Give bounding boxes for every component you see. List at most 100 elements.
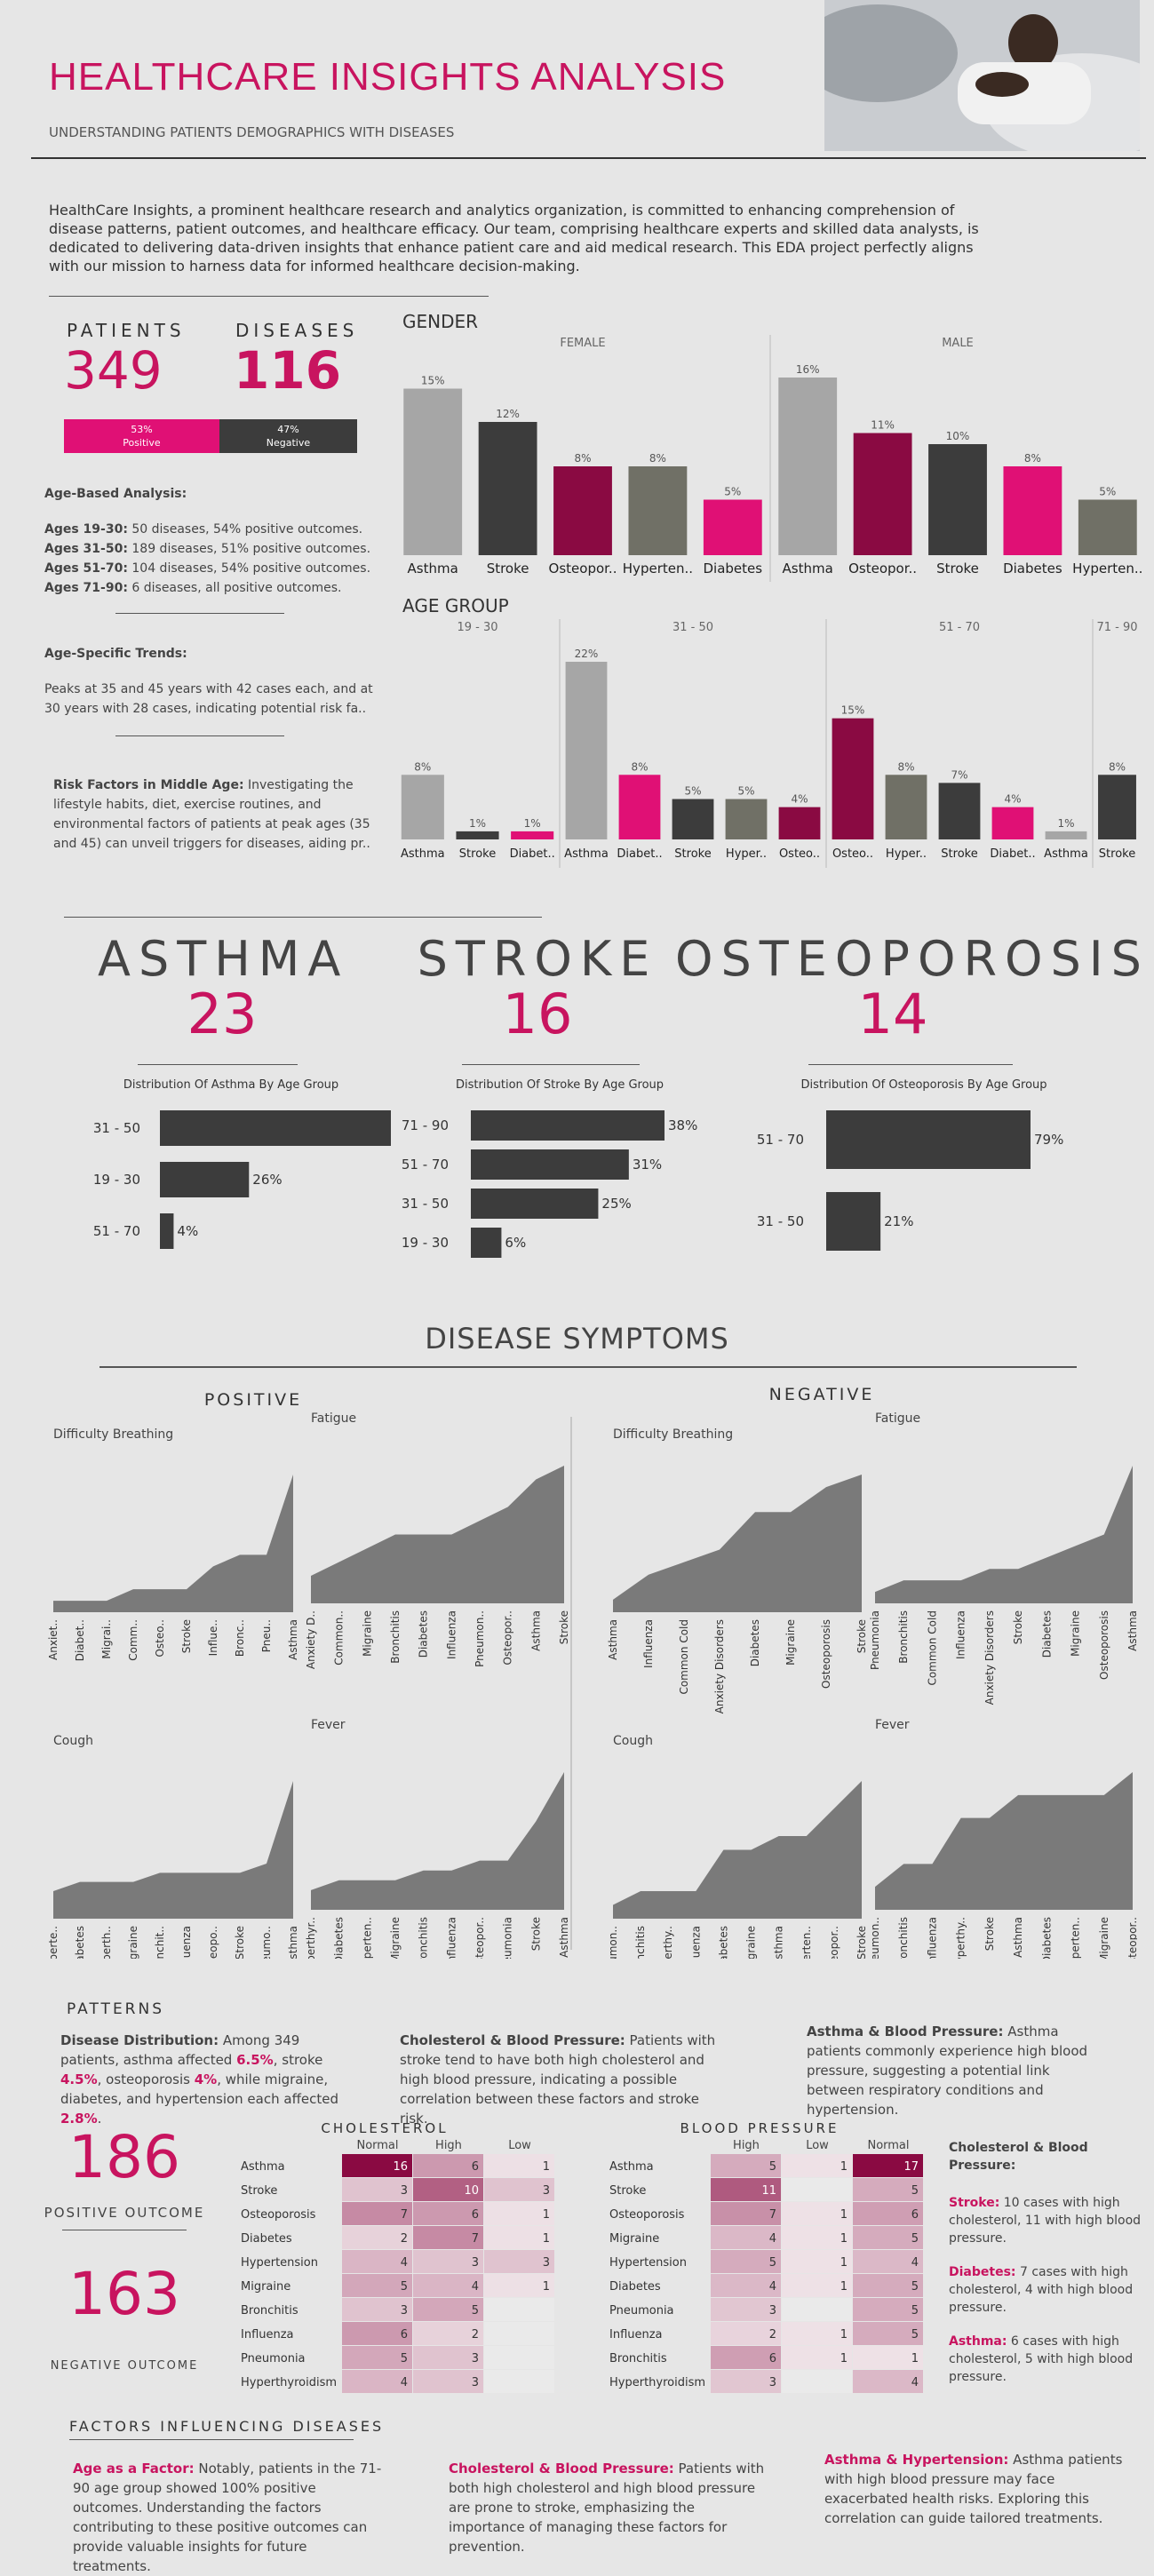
area-category: Asthma bbox=[287, 1926, 299, 1959]
bar-category: Hyper.. bbox=[886, 847, 927, 861]
area-category: Osteopor.. bbox=[474, 1917, 486, 1959]
area-chart-title: Cough bbox=[53, 1734, 93, 1748]
heatmap-value: 5 bbox=[911, 2304, 919, 2318]
area-category: Asthma bbox=[558, 1917, 570, 1958]
area-category: Migraine bbox=[784, 1619, 797, 1666]
patients-value: 349 bbox=[64, 340, 163, 401]
area-category: Influenza bbox=[445, 1610, 458, 1659]
bar-category: Stroke bbox=[941, 847, 977, 861]
factor-chol-bp: Cholesterol & Blood Pressure: Patients w… bbox=[449, 2461, 765, 2555]
heatmap-cell bbox=[853, 2250, 923, 2273]
bar-value: 11% bbox=[871, 419, 895, 432]
heatmap-cell bbox=[711, 2250, 781, 2273]
area-chart-title: Fatigue bbox=[875, 1411, 920, 1426]
heatmap-cell bbox=[342, 2178, 412, 2201]
area-category: Influenza bbox=[689, 1926, 702, 1959]
area-category: Pneumon.. bbox=[474, 1610, 486, 1667]
heatmap-value: 1 bbox=[840, 2280, 848, 2294]
bar-category: Stroke bbox=[459, 847, 496, 861]
bar bbox=[478, 422, 537, 555]
heatmap-value: 3 bbox=[401, 2184, 408, 2198]
bar-value: 8% bbox=[649, 452, 666, 465]
intro-paragraph: HealthCare Insights, a prominent healthc… bbox=[49, 202, 979, 274]
area-category: Common Cold bbox=[926, 1610, 938, 1686]
heatmap-cell bbox=[413, 2298, 483, 2321]
bar-category: Stroke bbox=[674, 847, 711, 861]
bar-value: 4% bbox=[177, 1223, 198, 1239]
heatmap-cell bbox=[782, 2178, 852, 2201]
panel-label: 31 - 50 bbox=[673, 621, 713, 634]
bar-value: 4% bbox=[1004, 793, 1021, 806]
heatmap-cell bbox=[853, 2346, 923, 2369]
bar-category: 71 - 90 bbox=[402, 1117, 449, 1133]
heatmap-cell bbox=[853, 2226, 923, 2249]
heatmap-cell bbox=[782, 2370, 852, 2393]
heatmap-value: 3 bbox=[472, 2256, 479, 2270]
factors-heading: FACTORS INFLUENCING DISEASES bbox=[69, 2418, 385, 2435]
heatmap-cell bbox=[711, 2202, 781, 2225]
bar-value: 6% bbox=[505, 1235, 526, 1251]
heatmap-row-label: Hyperthyroidism bbox=[241, 2376, 337, 2389]
bar-category: Stroke bbox=[1099, 847, 1135, 861]
heatmap-value: 1 bbox=[543, 2208, 550, 2222]
bar-category: Diabet.. bbox=[617, 847, 662, 861]
area-category: Hyperte.. bbox=[47, 1926, 60, 1959]
heatmap-row-label: Influenza bbox=[609, 2328, 663, 2341]
negative-label: Negative bbox=[266, 437, 311, 449]
bar bbox=[160, 1110, 391, 1146]
area-category: Anxiety D.. bbox=[305, 1610, 317, 1669]
area-category: Influenza bbox=[180, 1926, 193, 1959]
heatmap-row-label: Stroke bbox=[609, 2184, 646, 2198]
heatmap-cell bbox=[484, 2250, 554, 2273]
area-category: Anxiety Disorders bbox=[983, 1610, 996, 1705]
area-category: Bronchitis bbox=[897, 1917, 910, 1959]
heatmap-cell bbox=[782, 2202, 852, 2225]
bar-category: Asthma bbox=[1044, 847, 1088, 861]
area-category: Migraine bbox=[389, 1917, 402, 1959]
area-category: Hyperthyr.. bbox=[305, 1917, 317, 1959]
area-category: Osteopor.. bbox=[1126, 1917, 1137, 1959]
heatmap-cell bbox=[484, 2346, 554, 2369]
heatmap-cell bbox=[853, 2298, 923, 2321]
heatmap-value: 1 bbox=[840, 2328, 848, 2341]
area-series bbox=[613, 1475, 862, 1612]
bar bbox=[832, 718, 874, 839]
heatmap-value: 5 bbox=[911, 2328, 919, 2341]
heatmap-row-label: Hypertension bbox=[241, 2256, 318, 2270]
area-category: Diabetes bbox=[333, 1917, 346, 1959]
bar-value: 15% bbox=[841, 704, 865, 717]
bar bbox=[826, 1192, 881, 1251]
bar-category: 31 - 50 bbox=[402, 1196, 449, 1212]
heatmap-cell bbox=[711, 2370, 781, 2393]
heatmap-value: 10 bbox=[464, 2184, 479, 2198]
heatmap-value: 5 bbox=[911, 2232, 919, 2246]
stroke-distribution-chart: Distribution Of Stroke By Age Group 71 - … bbox=[402, 1078, 697, 1258]
bar bbox=[553, 466, 612, 555]
bar bbox=[160, 1213, 174, 1249]
heatmap-cell bbox=[484, 2178, 554, 2201]
bar-value: 1% bbox=[469, 817, 486, 830]
pattern-asthma-bp: Asthma & Blood Pressure: Asthma patients… bbox=[807, 2023, 1088, 2118]
bar-value: 31% bbox=[633, 1157, 662, 1173]
area-series bbox=[613, 1781, 862, 1919]
area-category: Hyperthy.. bbox=[955, 1917, 967, 1959]
factor-age: Age as a Factor: Notably, patients in th… bbox=[73, 2461, 382, 2574]
group-label: POSITIVE bbox=[204, 1390, 302, 1410]
heatmap-cell bbox=[413, 2226, 483, 2249]
bar-category: Osteopor.. bbox=[549, 561, 617, 576]
bar-value: 10% bbox=[946, 430, 970, 442]
heatmap-cell bbox=[413, 2322, 483, 2345]
area-category: Migraine bbox=[361, 1610, 373, 1657]
bar-value: 1% bbox=[1057, 817, 1074, 830]
panel-label: 51 - 70 bbox=[939, 621, 980, 634]
heatmap-row-label: Migraine bbox=[241, 2280, 290, 2294]
bar bbox=[471, 1189, 599, 1219]
outcome-bar: 53% Positive 47% Negative bbox=[64, 419, 357, 453]
heatmap-value: 1 bbox=[840, 2160, 848, 2174]
age-line: Ages 19-30: 50 diseases, 54% positive ou… bbox=[44, 522, 363, 537]
heatmap-cell bbox=[413, 2178, 483, 2201]
chart-title: Distribution Of Asthma By Age Group bbox=[123, 1078, 338, 1092]
heatmap-cell bbox=[782, 2322, 852, 2345]
stroke-title: STROKE bbox=[417, 931, 658, 987]
